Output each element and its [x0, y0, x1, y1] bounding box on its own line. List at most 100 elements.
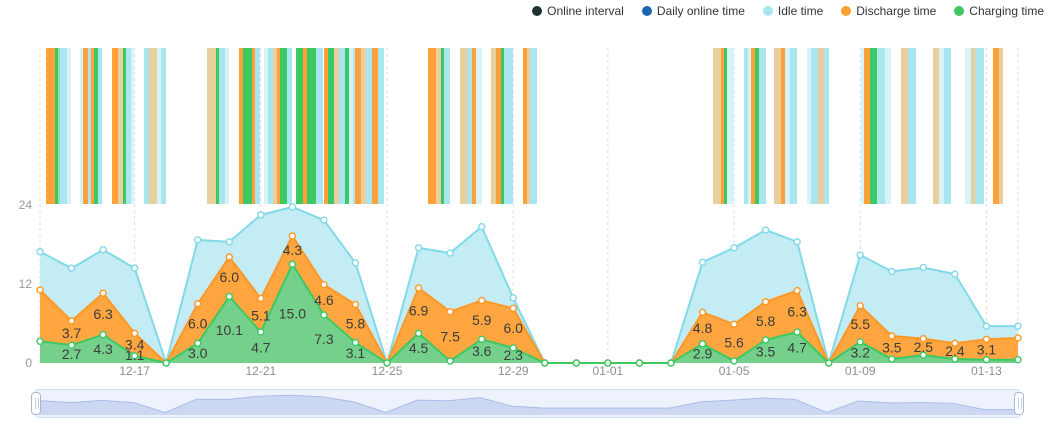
idle-time-point[interactable]: [825, 359, 833, 367]
charging-time-point[interactable]: [856, 338, 864, 346]
charging-time-point[interactable]: [288, 260, 297, 268]
idle-time-point[interactable]: [477, 223, 486, 231]
legend-item-charging-time[interactable]: Charging time: [954, 4, 1044, 18]
datazoom-left-handle[interactable]: [31, 392, 41, 415]
discharge-time-point[interactable]: [130, 329, 139, 338]
charging-time-point[interactable]: [667, 359, 675, 367]
idle-time-point[interactable]: [951, 270, 959, 278]
discharge-time-point[interactable]: [730, 320, 738, 328]
datazoom-right-handle[interactable]: [1014, 392, 1024, 415]
charging-time-point[interactable]: [477, 335, 486, 343]
discharge-time-point[interactable]: [351, 300, 360, 309]
idle-time-point[interactable]: [67, 264, 76, 272]
discharge-time-point[interactable]: [194, 300, 202, 308]
discharge-time-point[interactable]: [288, 232, 297, 240]
idle-time-point[interactable]: [509, 294, 517, 302]
discharge-time-point[interactable]: [225, 253, 233, 261]
charging-time-point[interactable]: [130, 352, 139, 360]
discharge-time-point[interactable]: [414, 284, 423, 292]
idle-time-point[interactable]: [130, 264, 139, 272]
discharge-time-point[interactable]: [635, 359, 644, 367]
legend-item-online-interval[interactable]: Online interval: [532, 4, 624, 18]
charging-time-point[interactable]: [572, 359, 581, 367]
charging-time-point[interactable]: [761, 336, 770, 344]
idle-time-point[interactable]: [446, 249, 454, 257]
idle-time-point[interactable]: [99, 246, 107, 254]
idle-time-point[interactable]: [982, 322, 991, 330]
charging-time-point[interactable]: [383, 359, 391, 367]
discharge-time-point[interactable]: [320, 280, 328, 289]
idle-time-point[interactable]: [36, 248, 44, 256]
discharge-time-point[interactable]: [541, 359, 549, 367]
discharge-time-point[interactable]: [604, 359, 612, 367]
charging-time-point[interactable]: [951, 355, 959, 363]
idle-time-point[interactable]: [730, 244, 738, 252]
charging-time-point[interactable]: [888, 355, 896, 363]
discharge-time-point[interactable]: [477, 296, 486, 305]
idle-time-point[interactable]: [572, 359, 581, 367]
idle-time-point[interactable]: [604, 359, 612, 367]
discharge-time-point[interactable]: [793, 286, 801, 295]
charging-time-point[interactable]: [919, 351, 928, 359]
charging-time-point[interactable]: [162, 359, 170, 367]
idle-time-point[interactable]: [225, 238, 233, 246]
datazoom-slider[interactable]: [31, 389, 1024, 418]
discharge-time-point[interactable]: [1014, 334, 1022, 342]
idle-time-point[interactable]: [761, 226, 770, 234]
idle-time-point[interactable]: [667, 359, 675, 367]
discharge-time-point[interactable]: [667, 359, 675, 367]
idle-time-point[interactable]: [635, 359, 644, 367]
discharge-time-point[interactable]: [446, 307, 454, 316]
charging-time-point[interactable]: [1014, 356, 1022, 364]
charging-time-point[interactable]: [320, 311, 328, 319]
discharge-time-point[interactable]: [761, 298, 770, 306]
discharge-time-point[interactable]: [572, 359, 581, 367]
legend-item-daily-online-time[interactable]: Daily online time: [641, 4, 745, 18]
discharge-time-point[interactable]: [383, 359, 391, 367]
idle-time-point[interactable]: [288, 203, 297, 211]
idle-time-point[interactable]: [888, 267, 896, 276]
discharge-time-point[interactable]: [99, 289, 107, 297]
charging-time-point[interactable]: [446, 357, 454, 365]
idle-time-point[interactable]: [351, 259, 360, 267]
idle-time-point[interactable]: [194, 236, 202, 244]
discharge-time-point[interactable]: [509, 304, 517, 313]
idle-time-point[interactable]: [162, 359, 170, 367]
legend-item-discharge-time[interactable]: Discharge time: [841, 4, 936, 18]
idle-time-point[interactable]: [320, 216, 328, 224]
discharge-time-point[interactable]: [982, 335, 991, 343]
idle-time-point[interactable]: [1014, 322, 1022, 330]
discharge-time-point[interactable]: [919, 334, 928, 343]
charging-time-point[interactable]: [351, 338, 360, 347]
idle-time-point[interactable]: [698, 258, 707, 266]
idle-time-point[interactable]: [793, 238, 801, 246]
idle-time-point[interactable]: [257, 211, 265, 219]
discharge-time-point[interactable]: [257, 294, 265, 303]
charging-time-point[interactable]: [194, 339, 202, 347]
charging-time-point[interactable]: [825, 359, 833, 367]
idle-time-point[interactable]: [414, 244, 423, 252]
charging-time-point[interactable]: [541, 359, 549, 367]
charging-time-point[interactable]: [793, 328, 801, 336]
charging-time-point[interactable]: [698, 340, 707, 348]
discharge-time-point[interactable]: [856, 302, 864, 310]
discharge-time-point[interactable]: [162, 359, 170, 367]
charging-time-point[interactable]: [257, 328, 265, 336]
charging-time-point[interactable]: [99, 330, 107, 339]
discharge-time-point[interactable]: [825, 359, 833, 367]
discharge-time-point[interactable]: [698, 308, 707, 317]
charging-time-point[interactable]: [36, 337, 44, 345]
charging-time-point[interactable]: [67, 341, 76, 349]
idle-time-point[interactable]: [541, 359, 549, 367]
discharge-time-point[interactable]: [36, 286, 44, 294]
charging-time-point[interactable]: [509, 344, 517, 352]
idle-time-point[interactable]: [856, 251, 864, 259]
discharge-time-point[interactable]: [67, 317, 76, 325]
charging-time-point[interactable]: [604, 359, 612, 367]
discharge-time-point[interactable]: [888, 332, 896, 340]
charging-time-point[interactable]: [635, 359, 644, 367]
charging-time-point[interactable]: [982, 356, 991, 364]
idle-time-point[interactable]: [383, 359, 391, 367]
legend-item-idle-time[interactable]: Idle time: [762, 4, 823, 18]
idle-time-point[interactable]: [919, 263, 928, 272]
